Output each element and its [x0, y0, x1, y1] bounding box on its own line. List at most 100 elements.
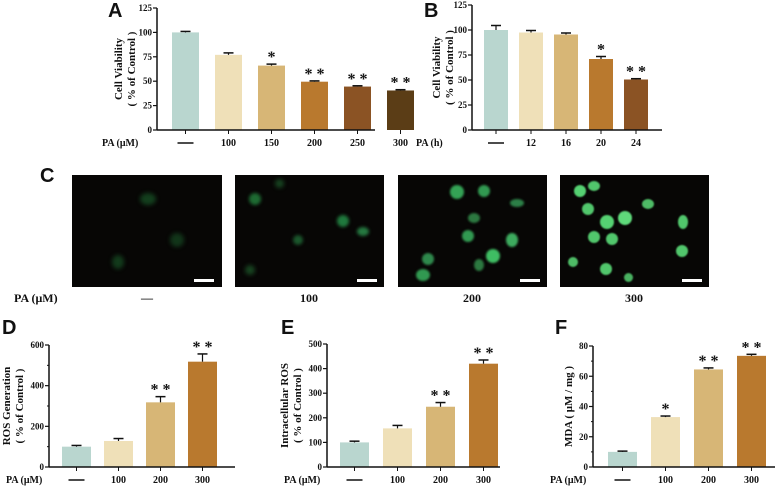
x-axis-title: PA (μM) — [284, 475, 320, 486]
x-tick-label: 200 — [701, 475, 716, 486]
cell-fluorescence — [468, 213, 480, 223]
cell-fluorescence — [275, 179, 284, 188]
panel-letter-f: F — [555, 317, 568, 339]
significance-marker: * — [662, 401, 670, 418]
significance-marker: * * — [391, 75, 411, 92]
x-axis-title: PA (μM) — [102, 138, 138, 149]
scale-bar — [682, 279, 702, 282]
cell-fluorescence — [582, 203, 594, 215]
significance-marker: * * — [742, 339, 762, 356]
x-tick-label: 300 — [393, 138, 408, 149]
y-axis-title: ( % of Control ) — [14, 368, 26, 443]
cell-fluorescence — [588, 231, 600, 243]
y-tick-label: 125 — [454, 0, 468, 10]
significance-marker: * * — [431, 388, 451, 405]
cell-fluorescence — [245, 265, 255, 275]
y-tick-label: 75 — [143, 52, 153, 62]
chart-a: 100 * 150 * * 200 * * 250 * * 300 0 25 50 75 100 125 PA… — [102, 3, 414, 149]
cell-fluorescence — [678, 215, 688, 229]
micrograph-condition-label: 100 — [300, 291, 318, 305]
scale-bar — [194, 279, 214, 282]
y-tick-label: 300 — [309, 388, 323, 398]
y-tick-label: 100 — [454, 25, 468, 35]
micrograph-condition-label: 300 — [625, 291, 643, 305]
scale-bar — [357, 279, 377, 282]
bar — [215, 54, 242, 130]
bar — [519, 32, 543, 130]
cell-fluorescence — [170, 233, 184, 247]
x-tick-label: 16 — [561, 138, 571, 149]
bar — [258, 65, 285, 130]
cell-fluorescence — [293, 235, 303, 245]
y-tick-label: 400 — [31, 381, 45, 391]
cell-fluorescence — [478, 185, 490, 197]
panel-letter-c: C — [40, 165, 55, 187]
panel-letter-e: E — [281, 317, 295, 339]
y-tick-label: 40 — [579, 402, 589, 412]
cell-fluorescence — [474, 259, 484, 271]
bar — [608, 451, 637, 467]
y-tick-label: 80 — [579, 341, 589, 351]
bar — [387, 90, 414, 130]
chart-e: 100 * * 200 * * 300 0 100 200 300 400 500 PA (μM) In… — [279, 339, 500, 486]
significance-marker: * * — [305, 66, 325, 83]
micrograph-pa-100 — [235, 175, 384, 287]
y-axis-title: ( % of Control ) — [126, 31, 138, 106]
bar — [469, 363, 498, 467]
y-tick-label: 50 — [458, 75, 468, 85]
y-tick-label: 0 — [148, 125, 153, 135]
y-tick-label: 200 — [309, 413, 323, 423]
y-tick-label: 400 — [309, 364, 323, 374]
cell-fluorescence — [486, 249, 500, 263]
cell-fluorescence — [112, 255, 124, 269]
significance-marker: * * — [474, 345, 494, 362]
bar — [104, 440, 133, 467]
bar — [383, 428, 412, 467]
significance-marker: * * — [348, 71, 368, 88]
cell-fluorescence — [600, 263, 612, 275]
y-axis-title: MDA ( μM / mg ) — [563, 366, 575, 447]
y-tick-label: 0 — [40, 462, 45, 472]
x-tick-label: 250 — [350, 138, 365, 149]
bar — [188, 361, 217, 467]
bar — [172, 32, 199, 130]
x-axis-title: PA (h) — [416, 138, 443, 149]
bar — [484, 30, 508, 130]
micrograph-condition-label: — — [141, 291, 153, 305]
cell-fluorescence — [676, 245, 688, 257]
cell-fluorescence — [600, 215, 614, 229]
cell-fluorescence — [462, 230, 474, 242]
x-tick-label: 12 — [526, 138, 536, 149]
bar — [340, 442, 369, 467]
scale-bar — [520, 279, 540, 282]
x-tick-label: 20 — [596, 138, 606, 149]
significance-marker: * * — [626, 64, 646, 81]
bar — [146, 402, 175, 467]
y-tick-label: 50 — [143, 76, 153, 86]
bar — [426, 406, 455, 467]
y-tick-label: 125 — [139, 3, 153, 13]
panel-letter-b: B — [424, 0, 439, 22]
cell-fluorescence — [450, 185, 464, 199]
y-tick-label: 25 — [458, 100, 468, 110]
chart-b: 12 16 * 20 * * 24 0 25 50 75 100 125 PA (h) Cell Viab… — [416, 0, 662, 149]
y-axis-title: ( % of Control ) — [444, 30, 456, 105]
y-tick-label: 75 — [458, 50, 468, 60]
bar — [624, 79, 648, 130]
x-tick-label: 200 — [153, 475, 168, 486]
y-tick-label: 200 — [31, 421, 45, 431]
panel-letter-a: A — [108, 0, 123, 22]
x-tick-label: 100 — [658, 475, 673, 486]
significance-marker: * * — [151, 382, 171, 399]
x-tick-label: 100 — [390, 475, 405, 486]
y-tick-label: 0 — [318, 462, 323, 472]
cell-fluorescence — [337, 215, 349, 227]
y-tick-label: 100 — [139, 27, 153, 37]
panel-letter-d: D — [2, 317, 17, 339]
cell-fluorescence — [506, 233, 518, 247]
y-tick-label: 25 — [143, 101, 153, 111]
cell-fluorescence — [642, 199, 654, 209]
bar — [737, 355, 766, 467]
bar — [301, 81, 328, 130]
